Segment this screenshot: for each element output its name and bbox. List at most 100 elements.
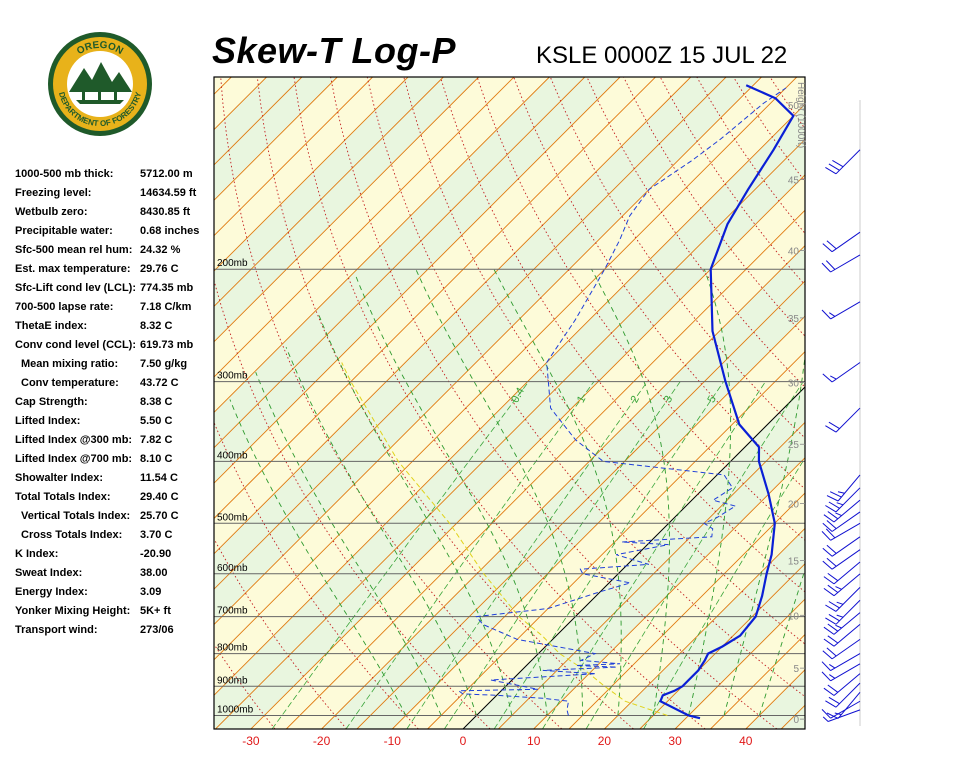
pressure-label: 600mb xyxy=(217,563,248,574)
index-label: Sfc-Lift cond lev (LCL): xyxy=(15,282,136,294)
index-label: Sfc-500 mean rel hum: xyxy=(15,244,133,256)
dry-adiabat xyxy=(293,77,706,729)
wind-barb xyxy=(821,254,861,273)
isotherm-line xyxy=(214,77,338,201)
isotherm-line xyxy=(250,174,805,729)
plot-frame xyxy=(213,76,806,730)
pressure-label: 700mb xyxy=(217,606,248,617)
wind-barb xyxy=(825,407,861,433)
isotherm-line xyxy=(391,315,805,729)
temperature-band xyxy=(214,104,805,729)
mixing-ratio-line xyxy=(542,381,766,729)
temp-tick-label: -30 xyxy=(242,734,260,748)
dry-adiabat xyxy=(843,77,960,729)
isotherm-line xyxy=(214,77,232,95)
mixing-ratio-line xyxy=(345,381,595,729)
isotherm-line xyxy=(214,77,586,449)
height-tick-label: 20 xyxy=(788,500,800,511)
wind-barb xyxy=(825,487,861,513)
index-value: 5712.00 m xyxy=(140,168,193,180)
isotherm-line xyxy=(639,563,805,729)
index-label: Cross Totals Index: xyxy=(21,529,123,541)
height-tick-label: 5 xyxy=(793,664,799,675)
pressure-label: 800mb xyxy=(217,643,248,654)
isotherm-line xyxy=(321,244,805,729)
wind-barb xyxy=(825,587,861,612)
wind-barb xyxy=(822,536,861,557)
isotherm-line xyxy=(214,77,692,555)
index-label: Total Totals Index: xyxy=(15,491,111,503)
index-label: Sweat Index: xyxy=(15,567,83,579)
height-tick-label: 35 xyxy=(788,314,800,325)
dewpoint-trace xyxy=(457,87,787,716)
moist-adiabat xyxy=(415,269,584,716)
height-tick-label: 0 xyxy=(793,715,799,726)
index-label: Lifted Index @300 mb: xyxy=(15,434,133,446)
pressure-label: 300mb xyxy=(217,371,248,382)
isotherm-line xyxy=(214,77,621,484)
wind-barb xyxy=(825,149,861,175)
wind-barb xyxy=(826,692,861,719)
dry-adiabat xyxy=(220,77,563,729)
index-label: Wetbulb zero: xyxy=(15,206,88,218)
moist-adiabat xyxy=(591,268,670,716)
index-label: Lifted Index @700 mb: xyxy=(15,453,133,465)
dry-adiabat xyxy=(330,77,778,729)
index-label: Precipitable water: xyxy=(15,225,113,237)
index-label: Est. max temperature: xyxy=(15,263,131,275)
index-label: Conv cond level (CCL): xyxy=(15,339,137,351)
wind-barb xyxy=(821,663,861,682)
index-value: 8.38 C xyxy=(140,396,173,408)
index-label: Transport wind: xyxy=(15,624,98,636)
chart-title: Skew-T Log-P xyxy=(212,30,457,71)
index-value: 8.32 C xyxy=(140,320,173,332)
isotherm-line xyxy=(214,77,798,661)
temp-tick-label: -20 xyxy=(313,734,331,748)
moist-adiabat xyxy=(493,268,622,716)
index-value: -20.90 xyxy=(140,548,172,560)
index-value: 3.70 C xyxy=(140,529,173,541)
zero-isotherm xyxy=(462,386,805,729)
index-label: Showalter Index: xyxy=(15,472,104,484)
temp-tick-label: -10 xyxy=(384,734,402,748)
dry-adiabat xyxy=(880,77,960,729)
isotherm-line xyxy=(780,704,805,729)
isotherm-line xyxy=(427,351,805,729)
isotherm-line xyxy=(285,209,805,729)
index-label: Yonker Mixing Height: xyxy=(15,605,131,617)
index-value: 29.40 C xyxy=(140,491,179,503)
wind-barb xyxy=(822,362,861,383)
pressure-label: 200mb xyxy=(217,258,248,269)
index-value: 43.72 C xyxy=(140,377,179,389)
mixing-ratio-label: 2 xyxy=(629,394,642,405)
pressure-label: 1000mb xyxy=(217,705,254,716)
mixing-ratio-label: 1 xyxy=(575,394,588,405)
plot-area: 0.4 1 2 3 5 xyxy=(214,77,960,729)
height-tick-label: 25 xyxy=(788,440,800,451)
height-tick-label: 15 xyxy=(788,557,800,568)
pressure-label: 900mb xyxy=(217,675,248,686)
index-label: Conv temperature: xyxy=(21,377,119,389)
temp-tick-label: 0 xyxy=(460,734,467,748)
isotherm-line xyxy=(214,77,409,272)
mixing-ratio-line xyxy=(271,381,530,729)
index-value: 5.50 C xyxy=(140,415,173,427)
isotherm-line xyxy=(214,77,444,308)
index-label: Vertical Totals Index: xyxy=(21,510,131,522)
pressure-label: 400mb xyxy=(217,450,248,461)
temp-tick-label: 30 xyxy=(668,734,682,748)
dry-adiabat xyxy=(917,77,960,729)
isotherm-line xyxy=(498,421,805,729)
index-label: ThetaE index: xyxy=(15,320,88,332)
isotherm-line xyxy=(214,77,373,237)
wind-barb xyxy=(822,709,861,722)
wind-barb xyxy=(822,638,861,660)
isotherm-line xyxy=(356,280,805,729)
wind-barb xyxy=(822,549,861,570)
wind-barb xyxy=(825,599,861,625)
height-tick-label: 30 xyxy=(788,379,800,390)
wind-barb xyxy=(823,573,861,597)
isotherm-line xyxy=(214,77,480,343)
index-label: Cap Strength: xyxy=(15,396,88,408)
